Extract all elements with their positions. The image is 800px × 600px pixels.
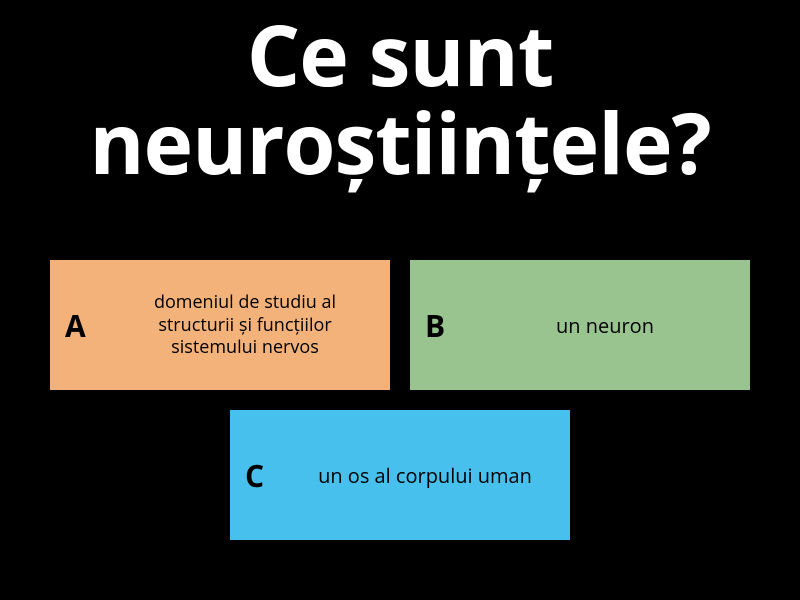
option-a[interactable]: A domeniul de studiu al structurii și fu… [50, 260, 390, 390]
option-c[interactable]: C un os al corpului uman [230, 410, 570, 540]
option-text-c: un os al corpului uman [295, 463, 555, 488]
options-row-1: A domeniul de studiu al structurii și fu… [40, 260, 760, 390]
quiz-question: Ce sunt neuroștiințele? [0, 0, 800, 186]
options-row-2: C un os al corpului uman [40, 410, 760, 540]
option-text-b: un neuron [475, 313, 735, 338]
options-container: A domeniul de studiu al structurii și fu… [0, 260, 800, 560]
option-letter-b: B [425, 305, 475, 346]
option-text-a: domeniul de studiu al structurii și func… [115, 291, 375, 359]
option-b[interactable]: B un neuron [410, 260, 750, 390]
option-letter-c: C [245, 455, 295, 496]
option-letter-a: A [65, 305, 115, 346]
